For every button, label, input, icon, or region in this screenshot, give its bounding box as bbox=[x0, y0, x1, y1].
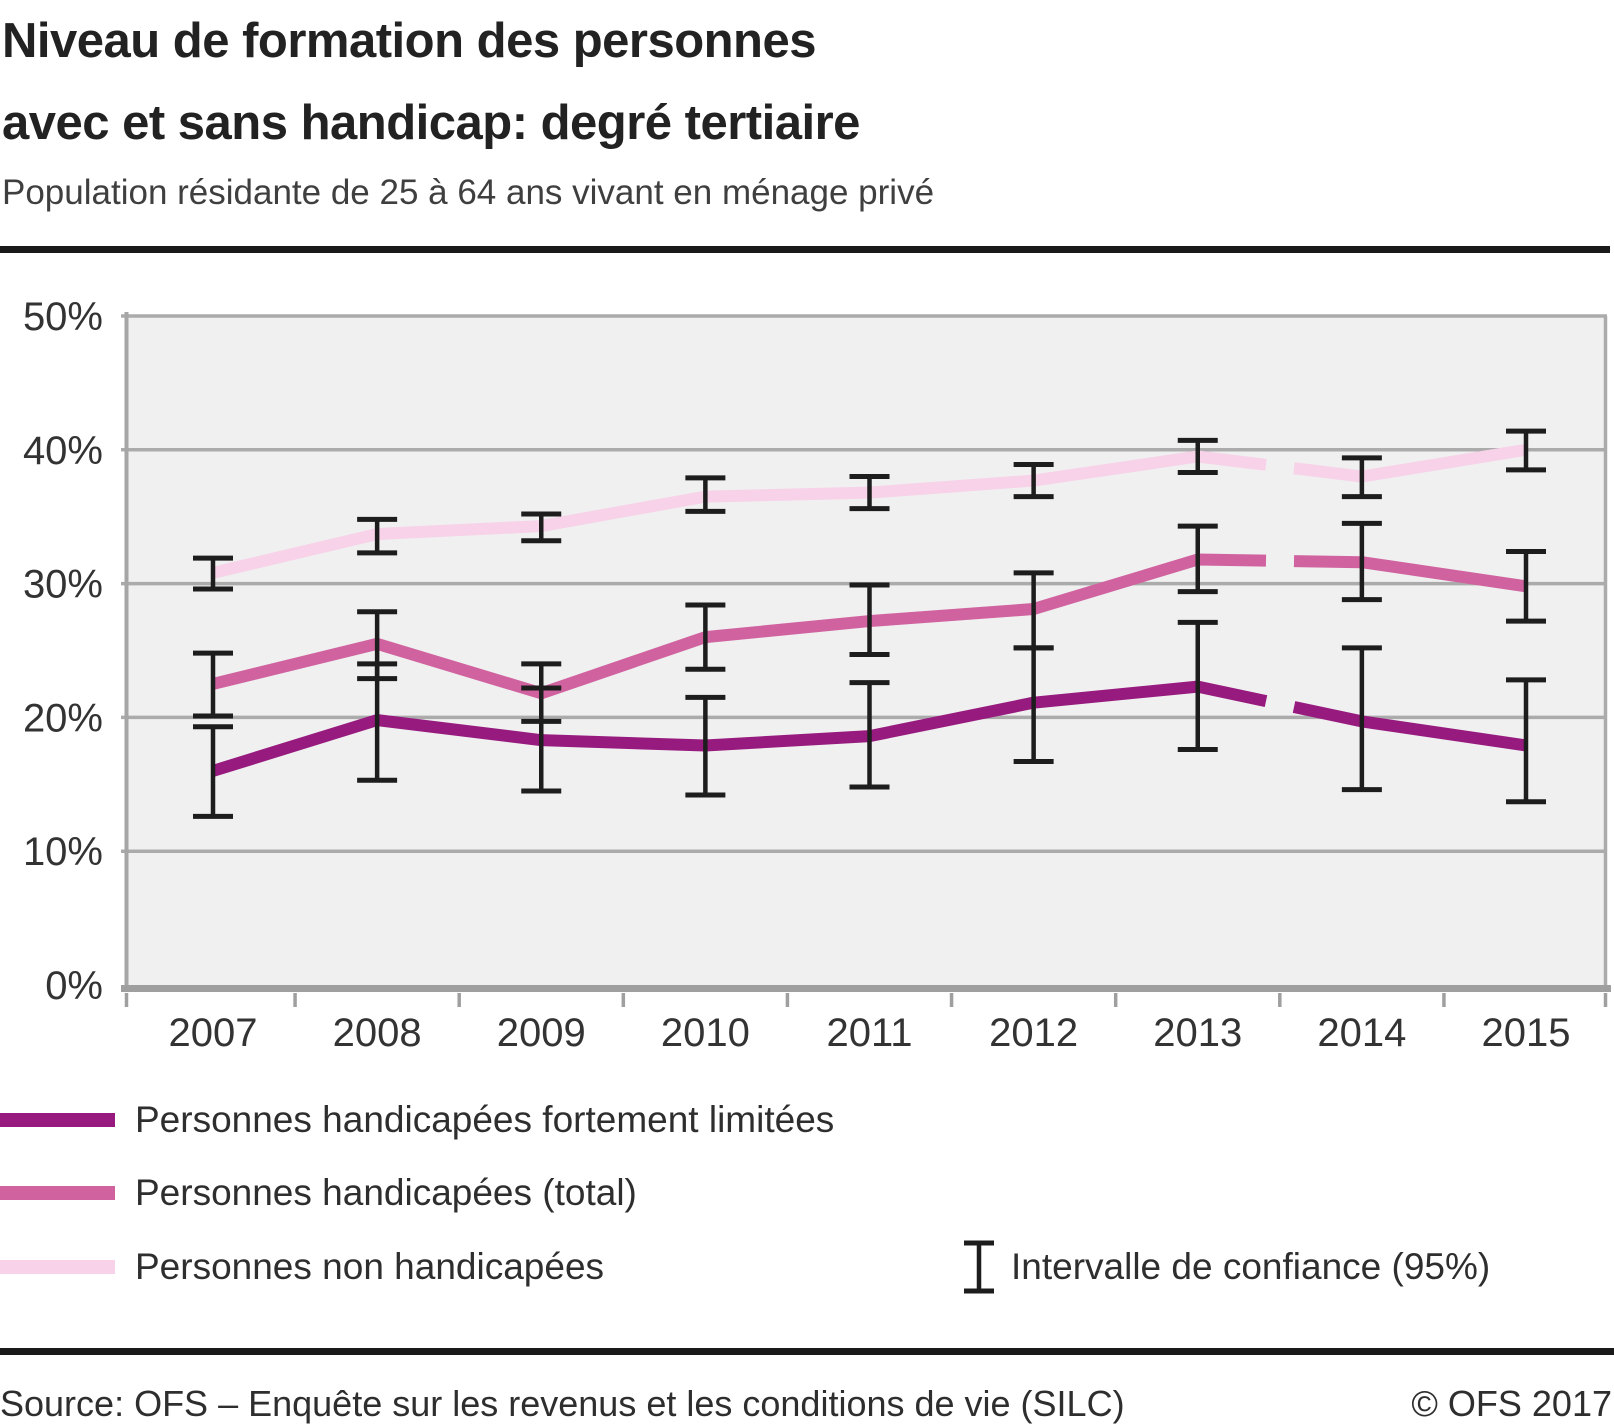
legend-item-strongly-limited: Personnes handicapées fortement limitées bbox=[0, 1099, 834, 1141]
series-line-0 bbox=[211, 680, 1268, 777]
x-axis-label: 2012 bbox=[989, 1011, 1078, 1055]
legend-label-disabled-total: Personnes handicapées (total) bbox=[135, 1172, 637, 1213]
footer: Source: OFS – Enquête sur les revenus et… bbox=[0, 1383, 1612, 1425]
x-axis-label: 2010 bbox=[661, 1011, 750, 1055]
y-axis-label: 10% bbox=[23, 830, 103, 874]
series-line-1 bbox=[211, 553, 1267, 700]
legend-label-non-disabled: Personnes non handicapées bbox=[135, 1246, 605, 1287]
confidence-interval-legend: Intervalle de confiance (95%) bbox=[961, 1238, 1490, 1296]
legend-item-disabled-total: Personnes handicapées (total) bbox=[0, 1172, 637, 1214]
title-line-1: Niveau de formation des personnes bbox=[2, 14, 816, 68]
chart-subtitle: Population résidante de 25 à 64 ans viva… bbox=[2, 173, 935, 212]
legend-label-strongly-limited: Personnes handicapées fortement limitées bbox=[135, 1099, 835, 1140]
page-title: Niveau de formation des personnes avec e… bbox=[2, 0, 860, 164]
series-line-2 bbox=[211, 450, 1267, 579]
header-divider-rule bbox=[0, 246, 1610, 253]
legend-item-non-disabled: Personnes non handicapées bbox=[0, 1246, 604, 1288]
x-axis-label: 2011 bbox=[826, 1011, 912, 1055]
x-axis-label: 2009 bbox=[497, 1011, 586, 1055]
y-axis-label: 20% bbox=[23, 696, 103, 740]
x-axis-label: 2008 bbox=[333, 1011, 422, 1055]
legend-swatch-non-disabled bbox=[0, 1260, 115, 1274]
x-axis-label: 2013 bbox=[1153, 1011, 1242, 1055]
footer-divider-rule bbox=[0, 1348, 1614, 1355]
copyright-text: © OFS 2017 bbox=[1411, 1383, 1612, 1424]
title-line-2: avec et sans handicap: degré tertiaire bbox=[2, 96, 860, 150]
x-axis-label: 2007 bbox=[169, 1011, 258, 1055]
source-text: Source: OFS – Enquête sur les revenus et… bbox=[0, 1383, 1125, 1424]
y-axis-label: 40% bbox=[23, 429, 103, 473]
y-axis-label: 50% bbox=[23, 295, 103, 339]
legend-swatch-disabled-total bbox=[0, 1186, 115, 1200]
x-axis-label: 2014 bbox=[1317, 1011, 1406, 1055]
legend-swatch-strongly-limited bbox=[0, 1113, 115, 1127]
confidence-interval-label: Intervalle de confiance (95%) bbox=[1011, 1246, 1491, 1287]
y-axis-label: 30% bbox=[23, 563, 103, 607]
y-axis-label: 0% bbox=[45, 964, 103, 1008]
x-axis-label: 2015 bbox=[1482, 1011, 1571, 1055]
error-bar-icon bbox=[964, 1240, 994, 1294]
